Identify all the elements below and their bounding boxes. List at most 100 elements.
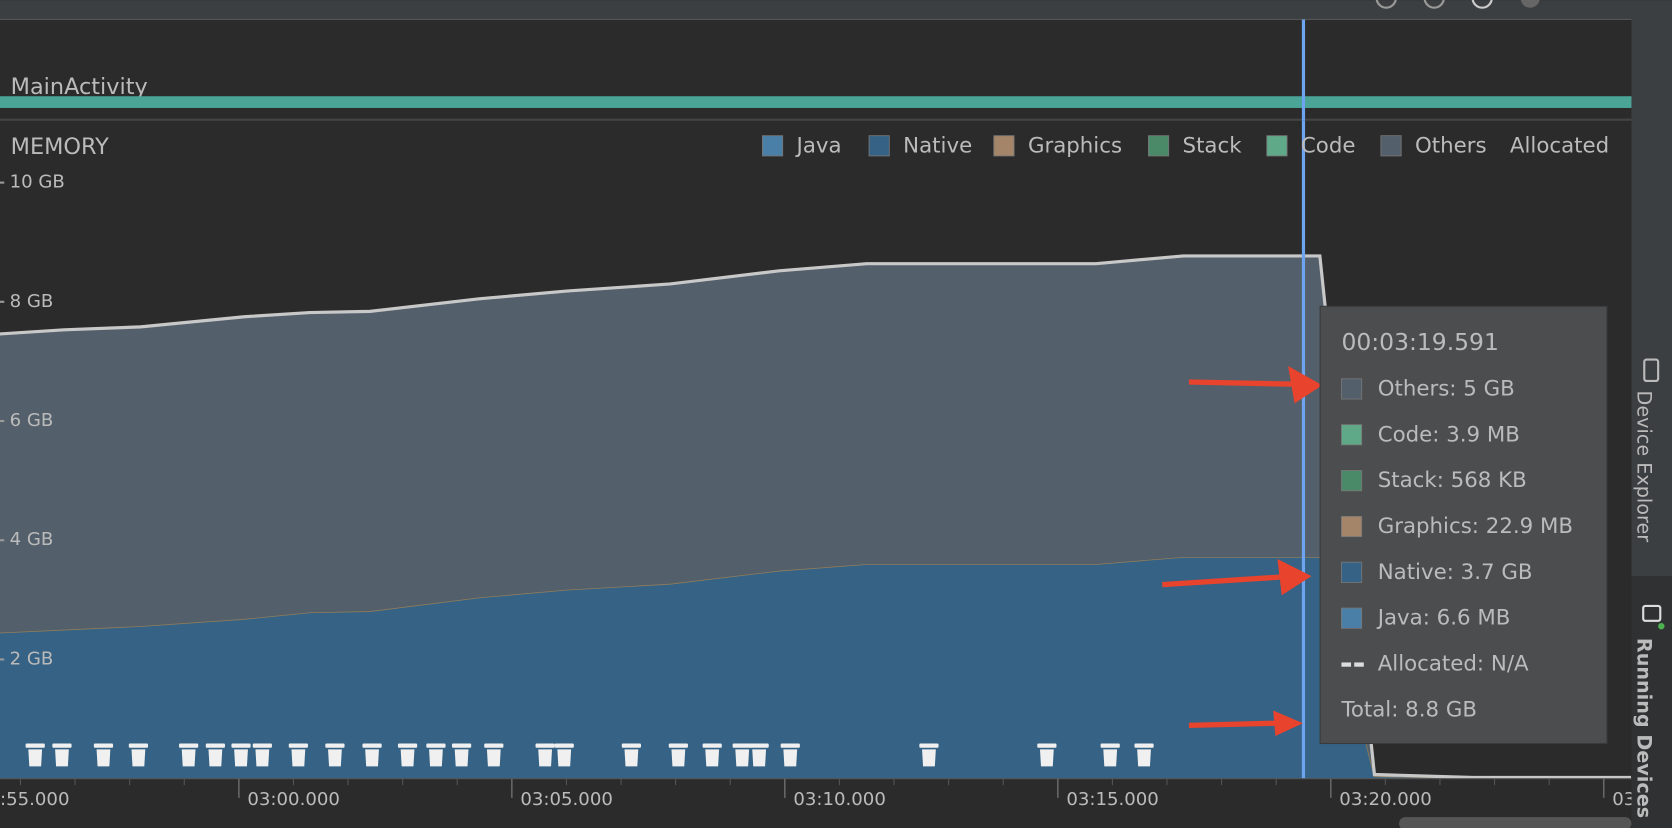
- tooltip-dash: [1341, 662, 1352, 667]
- devices-icon: [1642, 604, 1662, 622]
- gc-can: [670, 748, 687, 768]
- gc-can: [556, 748, 573, 768]
- legend-label: Others: [1415, 133, 1487, 158]
- gc-lid: [919, 743, 939, 748]
- x-tick-label: 03:00.000: [247, 789, 340, 810]
- tooltip-row: Code: 3.9 MB: [1378, 422, 1520, 447]
- side-panel-active: [1631, 576, 1672, 828]
- toolbar-icon[interactable]: [1520, 0, 1540, 8]
- tooltip: 00:03:19.591 Others: 5 GB Code: 3.9 MB Sta…: [1319, 305, 1608, 745]
- tooltip-swatch: [1341, 561, 1363, 583]
- gc-can: [485, 748, 502, 768]
- gc-event: [452, 743, 472, 768]
- gc-can: [427, 748, 444, 768]
- gc-can: [207, 748, 224, 768]
- gc-event: [668, 743, 688, 768]
- side-tab[interactable]: Running Devices: [1633, 638, 1656, 818]
- gc-can: [95, 748, 112, 768]
- gc-event: [749, 743, 769, 768]
- gc-lid: [621, 743, 641, 748]
- activity-bar[interactable]: [0, 96, 1632, 108]
- gc-can: [364, 748, 381, 768]
- toolbar-icon[interactable]: [1375, 0, 1397, 9]
- gc-can: [1136, 748, 1153, 768]
- x-tick-label: 03:20.000: [1339, 789, 1432, 810]
- gc-lid: [1134, 743, 1154, 748]
- gc-can: [27, 748, 44, 768]
- legend-label: Native: [903, 133, 972, 158]
- x-tick-label: 03:15.000: [1066, 789, 1159, 810]
- gc-can: [180, 748, 197, 768]
- gc-event: [362, 743, 382, 768]
- gc-lid: [780, 743, 800, 748]
- gc-lid: [1100, 743, 1120, 748]
- gc-event: [179, 743, 199, 768]
- y-tick-label: 8 GB: [10, 291, 54, 312]
- arrows: [1162, 366, 1323, 737]
- legend-swatch: [1148, 135, 1170, 157]
- gc-can: [453, 748, 470, 768]
- gc-lid: [452, 743, 472, 748]
- gc-can: [920, 748, 937, 768]
- gc-event: [325, 743, 345, 768]
- legend-swatch: [993, 135, 1015, 157]
- tooltip-row: Graphics: 22.9 MB: [1378, 514, 1573, 539]
- gc-lid: [702, 743, 722, 748]
- gc-lid: [205, 743, 225, 748]
- gc-can: [623, 748, 640, 768]
- gc-can: [734, 748, 751, 768]
- gc-event: [288, 743, 308, 768]
- gc-event: [205, 743, 225, 768]
- legend: Java Native Graphics Stack Code Others Allocat…: [761, 133, 1609, 158]
- gc-can: [704, 748, 721, 768]
- gc-event: [25, 743, 45, 768]
- legend-swatch: [868, 135, 890, 157]
- gc-can: [290, 748, 307, 768]
- chart-title: MEMORY: [11, 134, 109, 160]
- x-tick-label: 03:10.000: [793, 789, 886, 810]
- gc-lid: [426, 743, 446, 748]
- side-tab[interactable]: Device Explorer: [1633, 391, 1656, 543]
- gc-can: [254, 748, 271, 768]
- gc-event: [397, 743, 418, 768]
- gc-event: [128, 743, 148, 768]
- gc-event: [1037, 743, 1057, 768]
- legend-label: Code: [1301, 133, 1356, 158]
- legend-label: Stack: [1183, 133, 1243, 158]
- tooltip-swatch: [1341, 607, 1363, 629]
- tooltip-row: Allocated: N/A: [1378, 652, 1529, 677]
- gc-lid: [668, 743, 688, 748]
- gc-lid: [1037, 743, 1057, 748]
- tooltip-row: Total: 8.8 GB: [1340, 697, 1477, 722]
- gc-lid: [397, 743, 418, 748]
- gc-lid: [252, 743, 272, 748]
- toolbar-icon[interactable]: [1423, 0, 1445, 9]
- tooltip-time: 00:03:19.591: [1341, 328, 1498, 356]
- legend-label: Graphics: [1028, 133, 1122, 158]
- gc-event: [252, 743, 272, 768]
- gc-event: [231, 743, 251, 768]
- tooltip-row: Java: 6.6 MB: [1376, 606, 1511, 631]
- gc-lid: [231, 743, 251, 748]
- gc-lid: [179, 743, 199, 748]
- gc-lid: [732, 743, 752, 748]
- legend-swatch: [1266, 135, 1288, 157]
- gc-lid: [362, 743, 382, 748]
- tooltip-swatch: [1341, 470, 1363, 492]
- legend-swatch: [761, 135, 784, 157]
- tooltip-box: [1319, 305, 1608, 745]
- gc-event: [554, 743, 574, 768]
- gc-can: [326, 748, 343, 768]
- gc-can: [751, 748, 768, 768]
- tooltip-row: Others: 5 GB: [1378, 376, 1515, 401]
- device-icon: [1643, 358, 1660, 383]
- activity-label: MainActivity: [11, 74, 148, 100]
- scrollbar[interactable]: [1399, 817, 1632, 828]
- gc-lid: [52, 743, 72, 748]
- gc-can: [399, 748, 416, 768]
- toolbar-icon[interactable]: [1471, 0, 1493, 9]
- gc-lid: [535, 743, 555, 748]
- gc-can: [537, 748, 554, 768]
- gc-event: [1134, 743, 1154, 768]
